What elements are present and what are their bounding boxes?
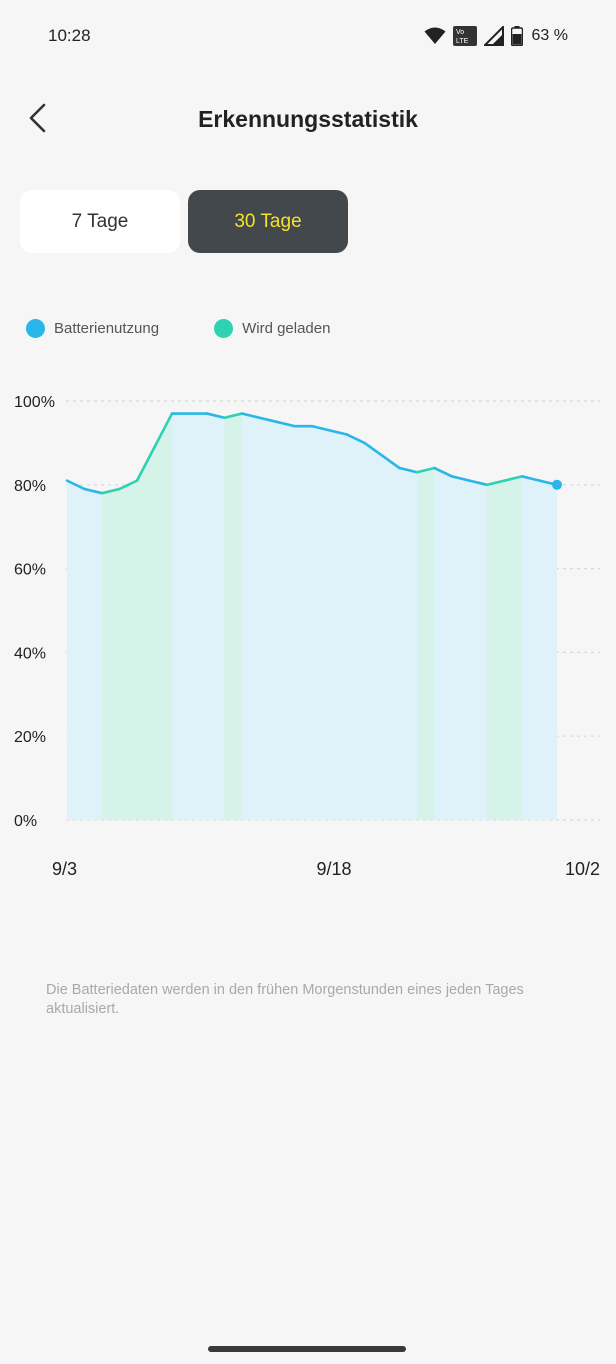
series-line-segment [433,466,454,478]
charging-area [487,476,522,820]
series-line-segment [520,475,541,482]
series-line-segment [118,479,139,491]
signal-icon [483,26,504,46]
legend-dot-charging [214,318,234,338]
y-tick-label: 20% [14,729,46,746]
line-layer [65,412,562,495]
series-line-segment [153,412,174,449]
series-line-segment [240,412,261,420]
tab-7-days-label: 7 Tage [71,210,129,232]
y-tick-label: 40% [14,645,46,662]
y-tick-label: 100% [14,394,55,411]
series-line-segment [100,487,121,495]
svg-text:LTE: LTE [456,38,469,45]
charging-area [417,468,435,820]
legend-item-charging: Wird geladen [214,318,331,338]
series-line-segment [310,424,331,432]
chevron-left-icon [29,103,46,133]
battery-chart-svg: 100% 80% 60% 40% 20% 0% 9/3 9/18 10/2 [14,394,600,879]
y-tick-label: 80% [14,478,46,495]
info-text: Die Batteriedaten werden in den frühen M… [46,982,524,1017]
home-indicator[interactable] [208,1346,406,1352]
charging-area [102,413,172,820]
series-line-segment [205,412,226,420]
battery-icon [510,26,523,46]
battery-percent: 63 % [531,27,568,44]
wifi-icon [424,27,446,45]
series-line-segment [380,454,401,470]
status-time: 10:28 [48,26,91,45]
series-line-segment [275,420,296,428]
series-line-segment [415,466,436,474]
series-line-segment [450,475,471,482]
legend-label-charging: Wird geladen [242,319,331,337]
volte-icon: Vo LTE [452,26,477,46]
status-icons: Vo LTE 63 % [424,24,568,48]
chart-legend: Batterienutzung Wird geladen [26,318,385,338]
series-line-segment [468,479,489,487]
x-tick-label: 10/2 [565,859,600,879]
series-line-segment [258,416,279,424]
series-line-segment [398,466,419,474]
series-line-segment [345,433,366,445]
tab-30-days-label: 30 Tage [234,210,302,232]
label-layer: 100% 80% 60% 40% 20% 0% 9/3 9/18 10/2 [14,394,600,879]
series-line-segment [328,429,349,436]
series-line-segment [223,412,244,420]
fill-layer [67,413,557,820]
y-tick-label: 60% [14,562,46,579]
back-button[interactable] [18,98,58,138]
legend-item-battery-usage: Batterienutzung [26,318,160,338]
charging-area [224,413,242,820]
series-end-point [552,479,562,490]
series-line-segment [65,479,86,491]
x-tick-label: 9/18 [316,859,351,879]
status-bar: 10:28 Vo LTE 63 % [0,0,616,72]
series-line-segment [503,475,524,482]
series-line-segment [363,441,384,457]
battery-chart: 100% 80% 60% 40% 20% 0% 9/3 9/18 10/2 [0,380,616,890]
svg-text:Vo: Vo [456,29,464,36]
series-line-segment [83,487,104,495]
tab-30-days[interactable]: 30 Tage [188,190,348,253]
series-line-segment [485,479,506,487]
page-title: Erkennungsstatistik [198,106,418,132]
tab-7-days[interactable]: 7 Tage [20,190,180,253]
y-tick-label: 0% [14,813,37,830]
legend-label-battery-usage: Batterienutzung [54,319,160,337]
x-tick-label: 9/3 [52,859,77,879]
series-line-segment [135,445,156,482]
legend-dot-battery-usage [26,318,45,338]
